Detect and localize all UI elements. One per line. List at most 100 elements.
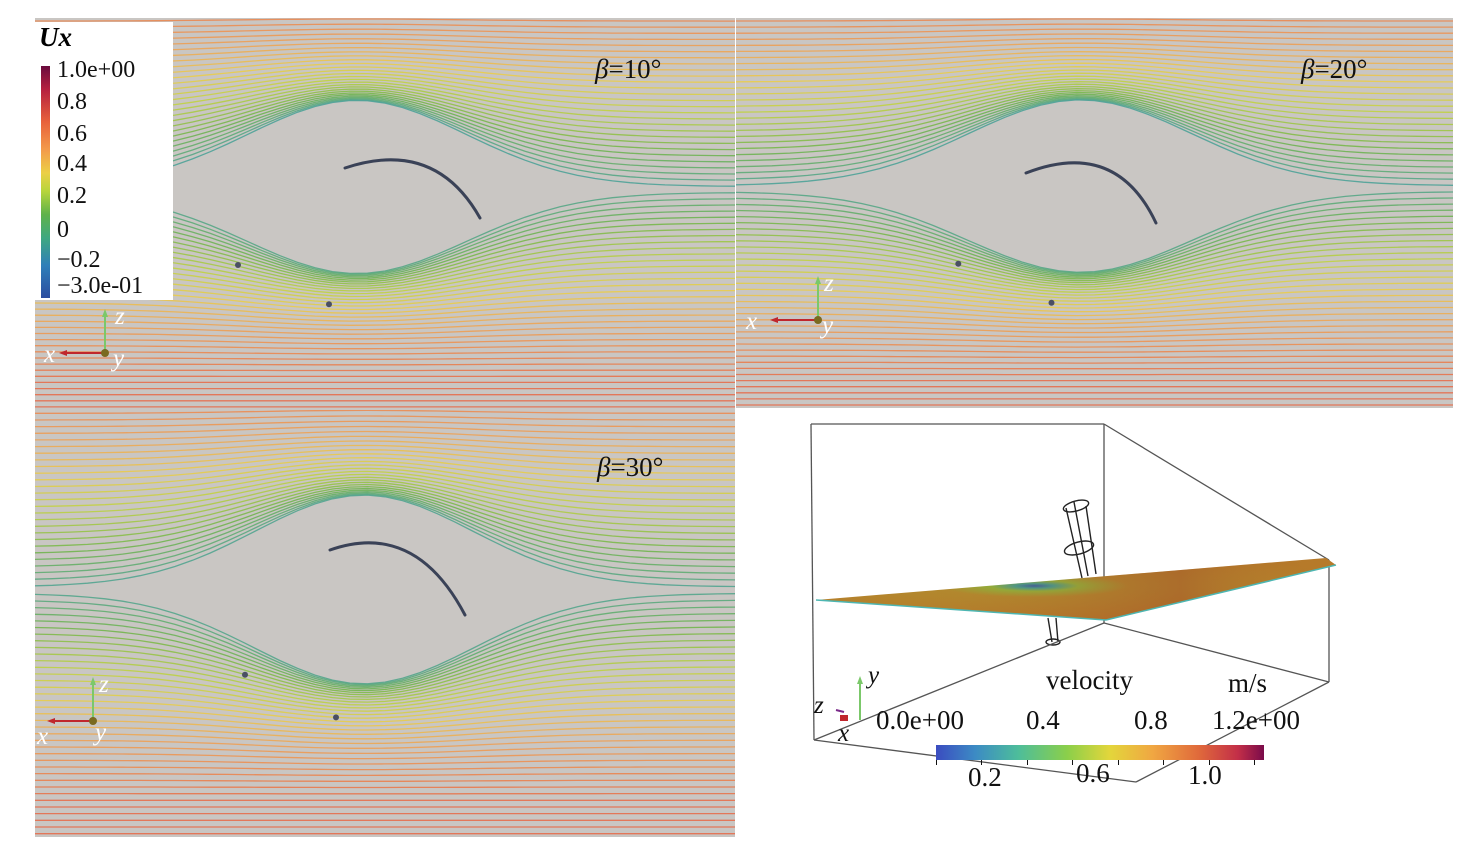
- streamline: [35, 410, 735, 414]
- velocity-legend-title: velocity: [1046, 665, 1133, 695]
- beta-label-20: β=20°: [1301, 54, 1368, 84]
- streamline: [35, 435, 735, 448]
- streamline: [35, 494, 735, 588]
- streamline: [736, 264, 1453, 296]
- streamline: [35, 772, 735, 777]
- streamline: [35, 779, 735, 782]
- streamline: [736, 239, 1453, 286]
- ux-tick-label: 0.2: [57, 183, 87, 209]
- streamline: [736, 203, 1453, 276]
- velocity-tick-label: 1.2e+00: [1212, 705, 1300, 735]
- streamline: [736, 233, 1453, 284]
- streamlines-beta-30: [35, 410, 735, 835]
- streamline: [35, 719, 735, 735]
- streamline: [736, 75, 1453, 107]
- axis-x-label: x: [37, 723, 49, 750]
- streamline: [35, 746, 735, 755]
- streamline: [736, 46, 1453, 59]
- streamline: [736, 197, 1453, 274]
- streamline: [736, 69, 1453, 95]
- axis-x-label: x: [44, 341, 56, 368]
- streamline: [736, 42, 1453, 53]
- streamline: [35, 415, 735, 421]
- beta-label-10: β=10°: [595, 54, 662, 84]
- streamline: [736, 91, 1453, 150]
- streamline: [35, 653, 735, 701]
- streamline: [736, 78, 1453, 113]
- streamline: [736, 98, 1453, 180]
- streamline: [35, 453, 735, 474]
- streamline: [736, 312, 1453, 325]
- streamline: [35, 732, 735, 745]
- streamline: [736, 306, 1453, 321]
- velocity-tick-label: 0.2: [968, 762, 1002, 792]
- streamline: [35, 492, 735, 574]
- streamline: [35, 752, 735, 760]
- streamline: [35, 457, 735, 481]
- streamline: [736, 85, 1453, 132]
- streamline: [35, 320, 735, 331]
- streamline: [35, 302, 735, 318]
- streamline: [736, 221, 1453, 280]
- streamline: [736, 209, 1453, 277]
- streamline: [736, 258, 1453, 293]
- streamline: [35, 593, 735, 685]
- streamline: [35, 639, 735, 696]
- axis-x-label: x: [746, 308, 758, 335]
- streamline: [35, 619, 735, 690]
- streamline: [35, 481, 735, 534]
- streamline: [35, 726, 735, 740]
- streamline: [35, 786, 735, 789]
- streamline: [35, 314, 735, 326]
- ux-colorbar: [41, 66, 50, 298]
- streamline: [35, 326, 735, 335]
- beta-label-30: β=30°: [597, 452, 664, 482]
- streamline: [35, 18, 735, 22]
- axis-y-label: y: [113, 345, 125, 372]
- streamline: [736, 18, 1453, 22]
- streamline: [736, 325, 1453, 334]
- blade-profile: [328, 541, 467, 617]
- streamline: [736, 83, 1453, 126]
- streamline: [736, 337, 1453, 343]
- axis-triad: z x y: [742, 268, 842, 339]
- streamline: [35, 430, 735, 441]
- ux-color-legend: Ux 1.0e+00 0.8 0.6 0.4 0.2 0 −0.2 −3.0e-…: [35, 22, 173, 300]
- streamline: [35, 460, 735, 488]
- streamline: [35, 345, 735, 350]
- velocity-units: m/s: [1228, 668, 1268, 698]
- streamline: [35, 493, 735, 581]
- axis-z-label: z: [814, 692, 824, 719]
- streamline: [35, 444, 735, 461]
- streamlines-beta-20: [736, 18, 1453, 406]
- streamline: [736, 361, 1453, 364]
- axis-y-label: y: [95, 719, 107, 746]
- streamline: [35, 491, 735, 568]
- streamline: [736, 319, 1453, 329]
- streamline: [35, 470, 735, 508]
- ux-tick-label: −3.0e-01: [57, 273, 144, 299]
- streamline-panel-beta-20: β=20° z x y: [736, 18, 1453, 408]
- axis-triad: z x y: [37, 665, 137, 750]
- streamline: [35, 332, 735, 340]
- streamline: [35, 633, 735, 694]
- streamline: [736, 191, 1453, 273]
- velocity-tick-label: 1.0: [1188, 760, 1222, 790]
- streamline: [736, 355, 1453, 359]
- streamline: [736, 38, 1453, 47]
- axis-z-label: z: [115, 303, 125, 330]
- streamline: [35, 706, 735, 727]
- axis-triad: z x y: [41, 303, 141, 373]
- axis-z-label: z: [824, 270, 834, 297]
- streamline: [736, 246, 1453, 288]
- ux-tick-label: −0.2: [57, 247, 101, 273]
- streamline: [736, 99, 1453, 186]
- streamline: [35, 473, 735, 514]
- streamline: [736, 93, 1453, 156]
- streamline: [736, 96, 1453, 168]
- axis-x-label: x: [838, 720, 850, 747]
- ux-tick-label: 0.4: [57, 151, 87, 177]
- streamline: [35, 476, 735, 521]
- streamline: [35, 766, 735, 771]
- ux-legend-title: Ux: [39, 22, 72, 52]
